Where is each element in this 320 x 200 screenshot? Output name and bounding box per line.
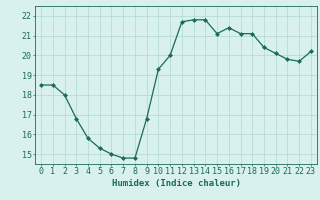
X-axis label: Humidex (Indice chaleur): Humidex (Indice chaleur)	[111, 179, 241, 188]
